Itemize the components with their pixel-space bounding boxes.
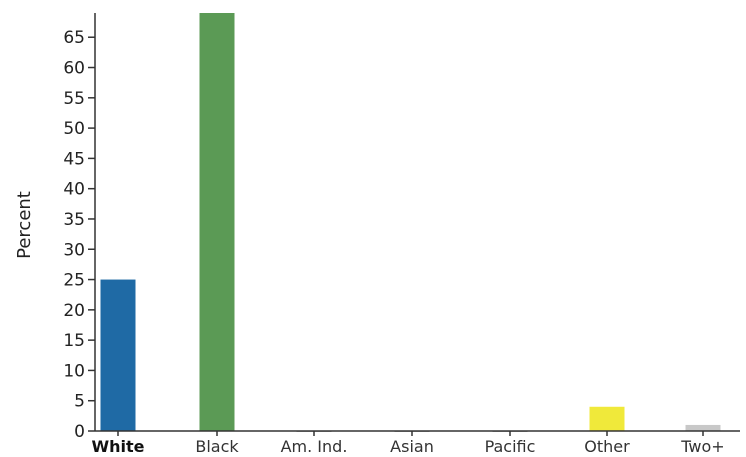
bar-white (100, 279, 136, 431)
y-tick-label: 40 (63, 180, 85, 200)
bar-other (589, 406, 625, 431)
y-tick-label: 65 (63, 28, 85, 48)
y-tick-label: 60 (63, 59, 85, 79)
x-tick-label: Other (584, 437, 630, 456)
x-tick-label: White (91, 437, 144, 456)
y-axis-label: Percent (14, 191, 35, 259)
y-tick-label: 10 (63, 361, 85, 381)
y-tick-label: 45 (63, 149, 85, 169)
x-tick-label: Pacific (485, 437, 536, 456)
y-tick-label: 50 (63, 119, 85, 139)
bars (100, 13, 721, 432)
x-tick-label: Am. Ind. (281, 437, 348, 456)
y-tick-label: 30 (63, 240, 85, 260)
y-tick-label: 35 (63, 210, 85, 230)
x-tick-label: Two+ (680, 437, 724, 456)
x-tick-label: Asian (390, 437, 434, 456)
y-tick-label: 0 (74, 422, 85, 442)
y-tick-label: 55 (63, 89, 85, 109)
bar-black (199, 13, 235, 431)
bar-two+ (685, 424, 721, 431)
x-tick-label: Black (195, 437, 239, 456)
y-axis: 0 5 10 15 20 25 30 35 40 45 50 55 60 65 (63, 13, 96, 442)
y-tick-label: 5 (74, 392, 85, 412)
y-tick-label: 15 (63, 331, 85, 351)
x-axis: White Black Am. Ind. Asian Pacific Other Two+ (91, 430, 740, 456)
y-tick-label: 20 (63, 301, 85, 321)
y-tick-label: 25 (63, 271, 85, 291)
